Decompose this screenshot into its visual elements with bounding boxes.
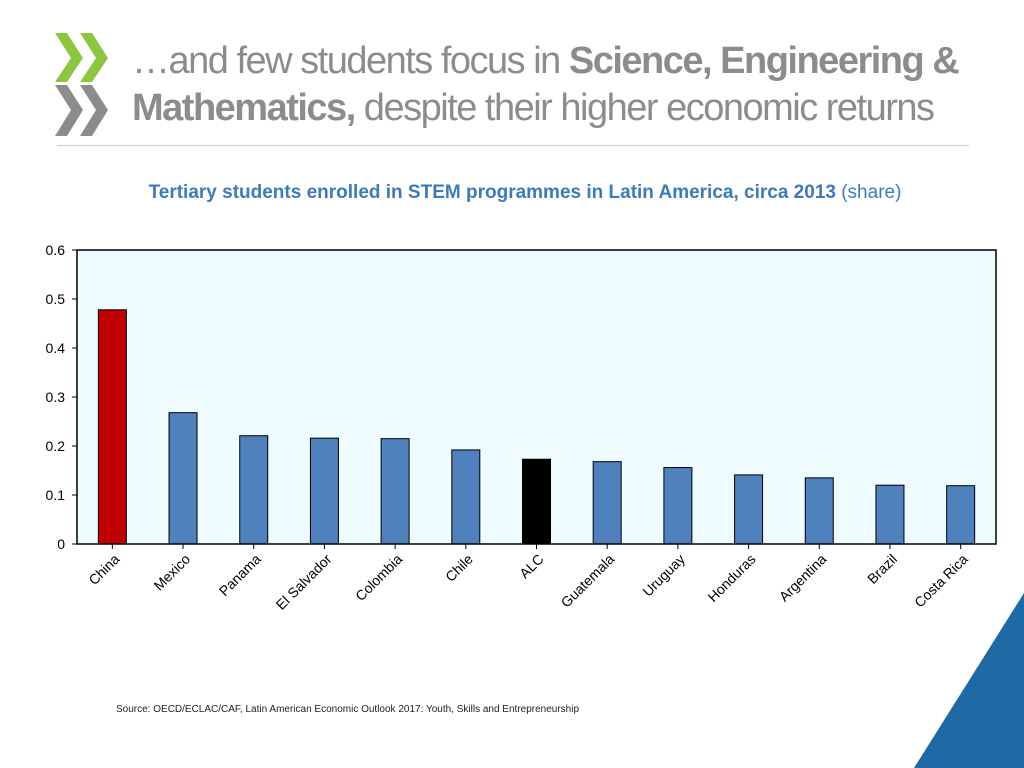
x-tick-label: Colombia <box>352 551 405 604</box>
corner-triangle <box>914 593 1024 768</box>
bar-panama <box>239 435 269 545</box>
logo-chevron-green-left <box>55 33 83 82</box>
x-tick-label: Brazil <box>864 551 900 587</box>
bar-costa-rica <box>946 485 976 545</box>
corner-decoration <box>914 593 1024 768</box>
bar-guatemala <box>592 461 622 545</box>
bar-china <box>97 309 127 545</box>
x-tick-label: Panama <box>216 551 264 599</box>
x-tick-label: Mexico <box>150 551 193 594</box>
x-tick-label: Honduras <box>704 551 758 605</box>
logo-chevron-green-right <box>80 33 108 82</box>
bar-brazil <box>875 484 905 545</box>
slide-title: …and few students focus in Science, Engi… <box>132 38 1002 132</box>
x-tick-label: Chile <box>442 551 476 585</box>
bar-el-salvador <box>309 437 339 545</box>
title-tail: despite their higher economic returns <box>354 87 935 129</box>
x-tick-label: ALC <box>516 551 547 582</box>
bar-argentina <box>804 477 834 545</box>
bar-mexico <box>168 412 198 545</box>
y-tick-label: 0.6 <box>46 242 66 258</box>
logo-chevron-grey-left <box>55 85 83 136</box>
oecd-logo <box>55 33 108 136</box>
y-tick-label: 0.2 <box>46 438 66 454</box>
title-bold-2: Mathematics, <box>132 87 356 129</box>
y-tick-label: 0.5 <box>46 291 66 307</box>
bar-colombia <box>380 438 410 545</box>
stem-share-bar-chart: 0 0.1 0.2 0.3 0.4 0.5 0.6 China Mexico Panama El S… <box>46 242 997 613</box>
x-tick-label: El Salvador <box>273 551 335 613</box>
bar-uruguay <box>663 467 693 545</box>
bar-honduras <box>734 474 764 545</box>
x-tick-label: China <box>85 551 122 588</box>
bar-alc <box>522 458 551 545</box>
source-note: Source: OECD/ECLAC/CAF, Latin American E… <box>116 704 580 715</box>
x-tick-label: Uruguay <box>639 551 688 600</box>
y-tick-label: 0.3 <box>46 389 66 405</box>
chart-title-main: Tertiary students enrolled in STEM progr… <box>148 182 836 203</box>
title-bold-1: Science, Engineering & <box>568 40 960 82</box>
logo-chevron-grey-right <box>80 85 108 136</box>
title-lead: …and few students focus in <box>132 40 569 82</box>
title-divider <box>57 145 969 146</box>
bar-chile <box>451 449 481 545</box>
y-tick-label: 0.4 <box>46 340 66 356</box>
x-tick-label: Argentina <box>776 551 830 605</box>
y-tick-label: 0.1 <box>46 487 66 503</box>
chart-title-unit: (share) <box>835 182 902 203</box>
y-tick-label: 0 <box>57 536 65 552</box>
plot-frame <box>76 249 997 545</box>
chart-title: Tertiary students enrolled in STEM progr… <box>0 182 1024 204</box>
x-tick-label: Guatemala <box>558 551 618 611</box>
